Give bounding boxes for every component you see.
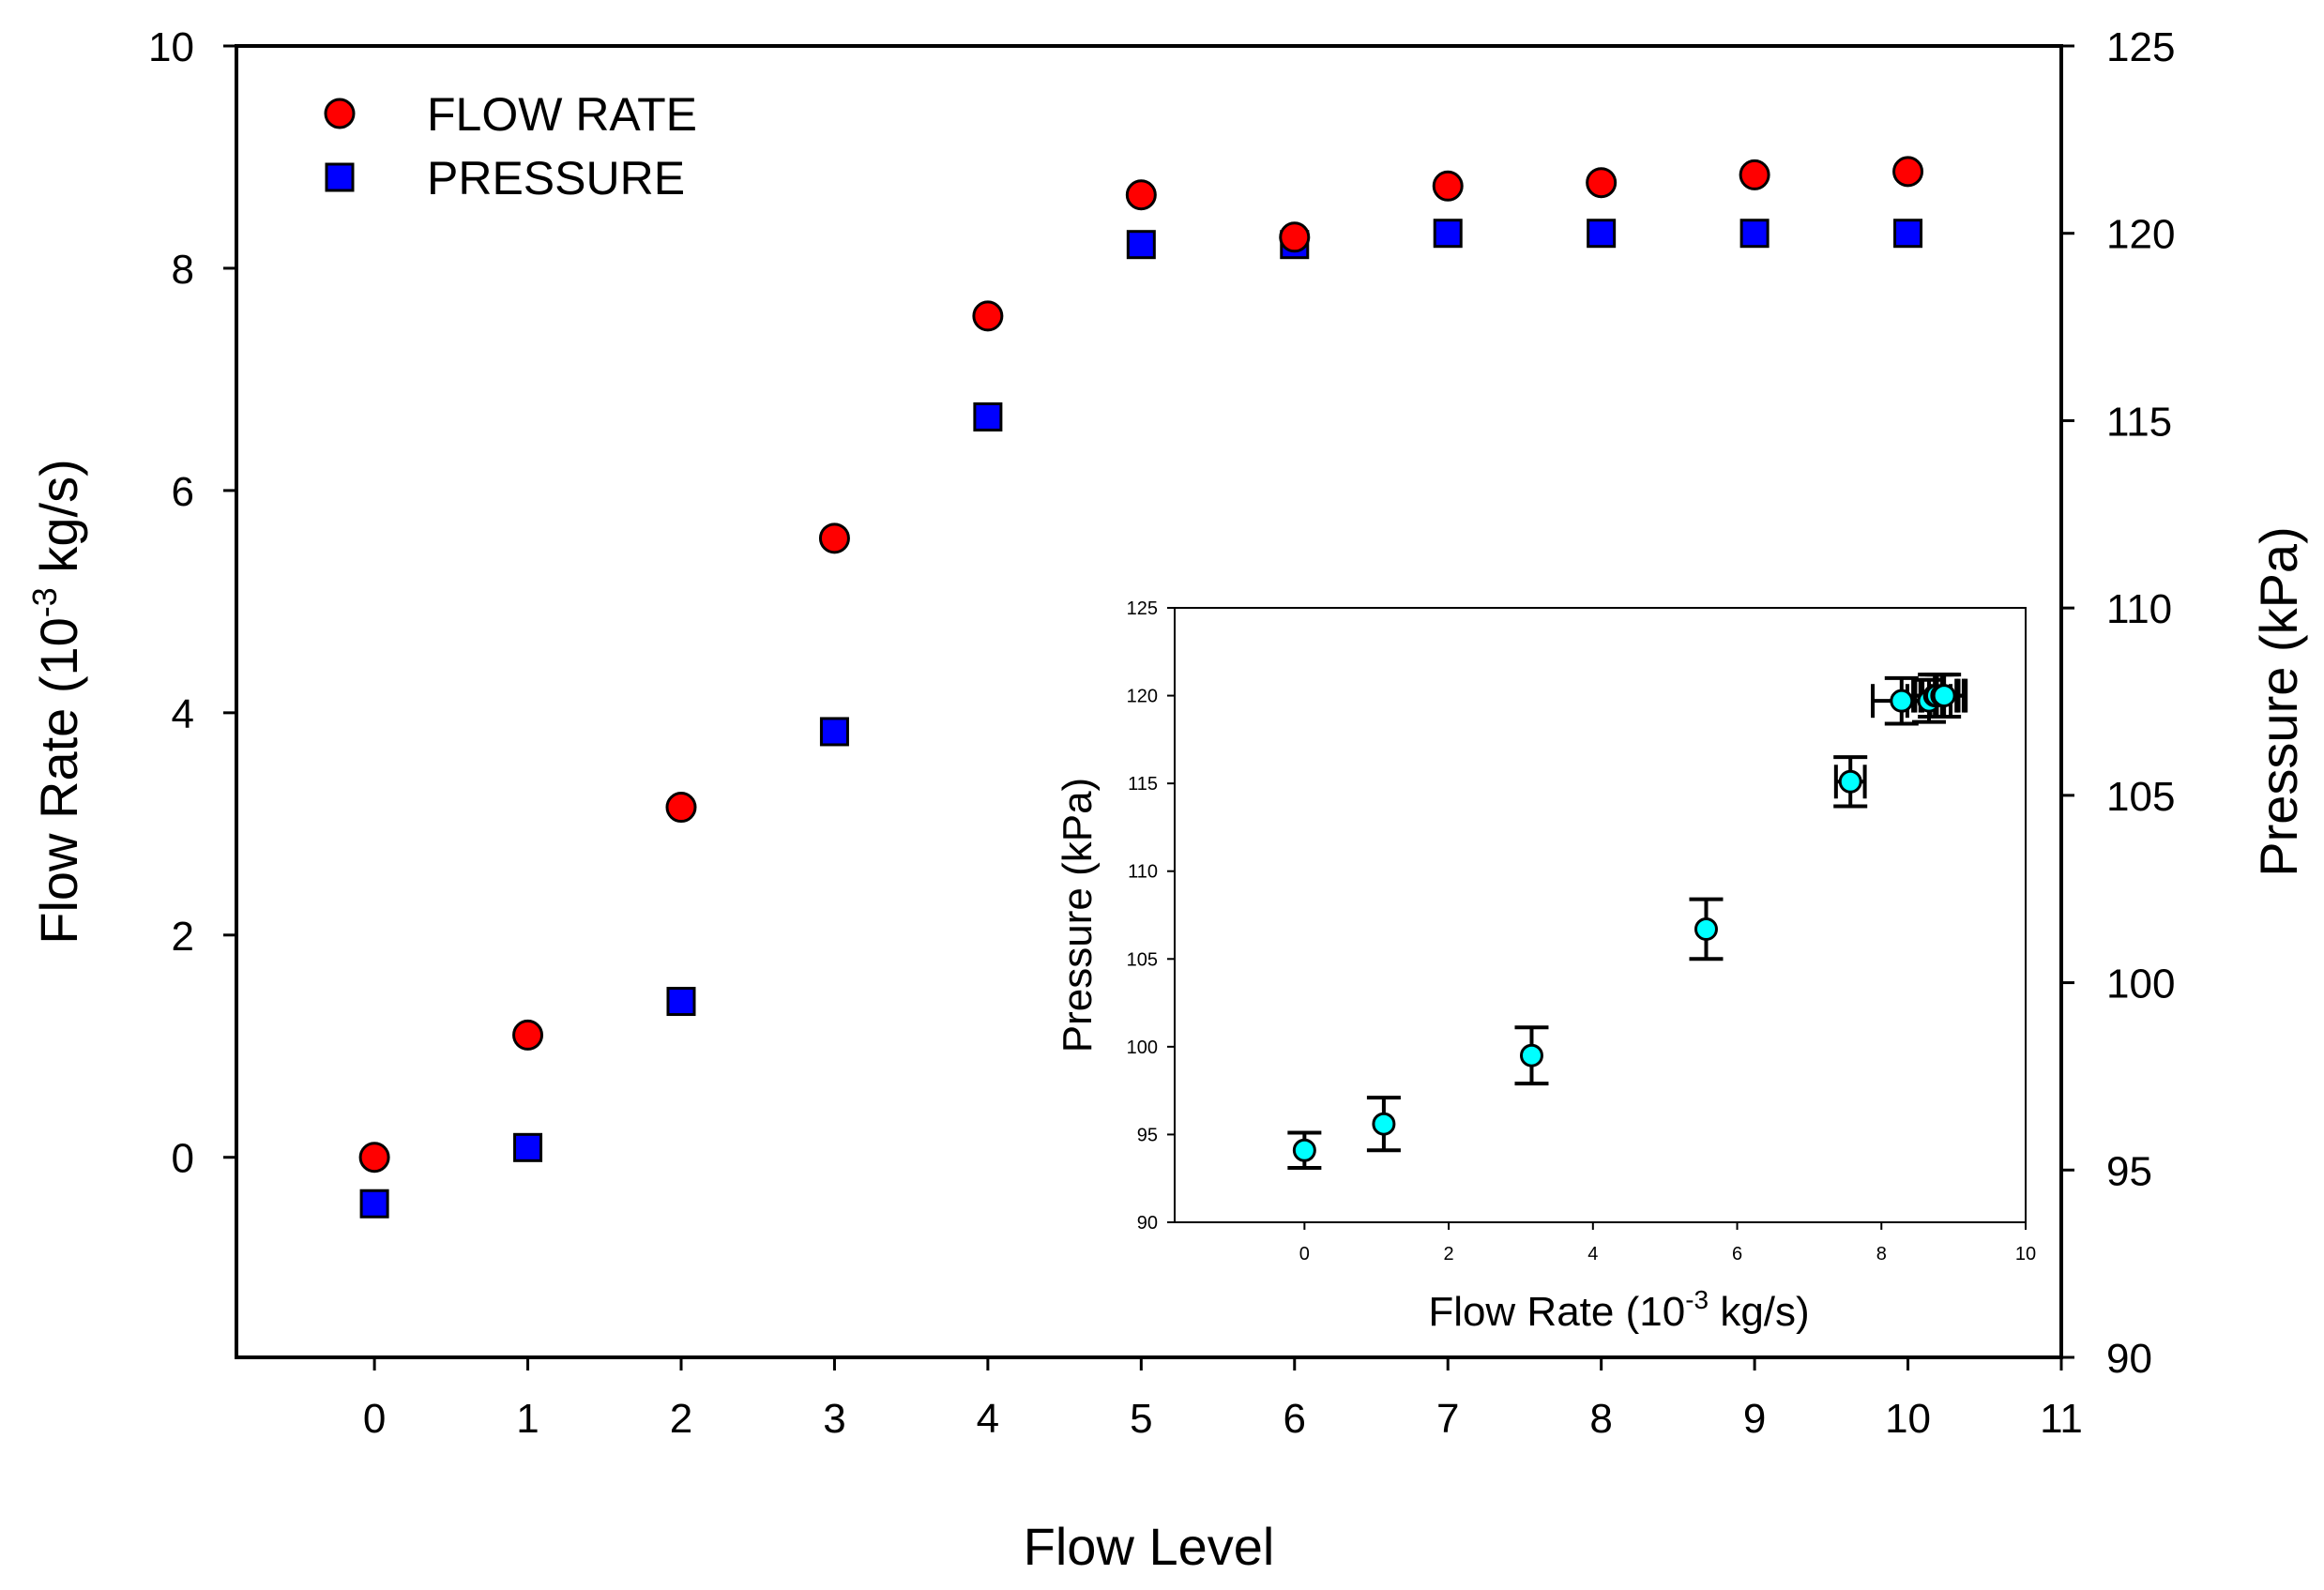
main-y-right-tick-label: 115 [2106,399,2172,445]
main-x-tick-label: 7 [1436,1396,1459,1442]
main-y-right-tick-label: 100 [2106,962,2175,1007]
legend: FLOW RATE PRESSURE [324,88,697,204]
main-y-left-tick-label: 4 [172,691,194,737]
pressure-point [819,717,849,747]
main-x-tick-label: 11 [2040,1396,2083,1442]
main-y-right-axis-label: Pressure (kPa) [2249,526,2308,876]
main-y-right-tick-label: 110 [2106,586,2172,632]
flow-rate-point [358,1142,390,1174]
pressure-point [1587,219,1617,249]
main-plot-frame [235,44,2063,1359]
flow-rate-point [1892,156,1924,188]
inset-x-tick-label: 8 [1876,1244,1887,1264]
flow-rate-point [818,522,850,554]
main-x-tick-label: 2 [670,1396,692,1442]
inset-data-point [1838,769,1862,794]
inset-y-tick-label: 110 [1128,862,1158,883]
pressure-point [359,1189,389,1219]
inset-y-tick-label: 120 [1127,687,1158,707]
inset-y-tick-label: 105 [1127,949,1158,970]
inset-y-ticks: 90 95 100 105 110 115 120 125 [1127,598,1175,1234]
main-y-left-ticks: 0 2 4 6 8 10 [148,24,236,1182]
inset-x-tick-label: 2 [1444,1244,1454,1264]
main-y-right-tick-label: 90 [2106,1336,2152,1382]
inset-x-tick-label: 6 [1732,1244,1742,1264]
flow-rate-point [512,1019,544,1051]
main-x-tick-label: 5 [1130,1396,1152,1442]
inset-y-axis-label: Pressure (kPa) [1055,778,1101,1052]
pressure-point [1126,230,1156,260]
main-y-left-tick-label: 10 [148,24,194,70]
main-x-tick-label: 1 [516,1396,539,1442]
flow-rate-point [1739,159,1770,190]
pressure-point [1893,219,1923,249]
main-x-tick-label: 6 [1284,1396,1306,1442]
main-y-left-label-sup: -3 [25,587,64,617]
main-x-tick-label: 0 [363,1396,386,1442]
inset-y-tick-label: 115 [1128,774,1158,795]
inset-data-point [1890,689,1914,713]
main-x-axis-label: Flow Level [1024,1517,1275,1576]
main-x-tick-label: 3 [823,1396,845,1442]
inset-data-point [1932,684,1956,708]
main-y-left-tick-label: 8 [172,247,194,293]
inset-data-point [1694,916,1718,941]
main-y-right-tick-label: 95 [2106,1148,2152,1194]
main-x-tick-label: 8 [1589,1396,1612,1442]
inset-data-point [1519,1043,1543,1068]
flow-rate-point [1279,221,1311,253]
flow-rate-point [1586,167,1618,199]
inset-x-label-tail: kg/s) [1709,1289,1810,1335]
main-y-left-axis-label: Flow Rate (10-3 kg/s) [25,459,88,945]
inset-x-label-sup: -3 [1685,1285,1709,1314]
flow-rate-point [1125,179,1157,211]
pressure-point [1433,219,1463,249]
flow-rate-point [665,792,697,824]
legend-pressure-label: PRESSURE [427,152,685,204]
pressure-point [513,1132,543,1162]
pressure-point [666,987,696,1017]
main-y-right-tick-label: 120 [2106,212,2175,258]
inset-x-tick-label: 10 [2015,1244,2036,1264]
inset-data-point [1372,1112,1396,1136]
main-y-left-tick-label: 6 [172,469,194,515]
main-x-ticks: 0 1 2 3 4 5 6 7 8 9 10 11 [363,1357,2083,1442]
inset-y-tick-label: 90 [1137,1213,1158,1234]
inset-y-tick-label: 125 [1127,598,1158,619]
main-y-left-tick-label: 0 [172,1136,194,1182]
main-x-tick-label: 4 [977,1396,999,1442]
main-data-marks [358,156,1924,1219]
legend-flow-rate-marker [324,98,356,129]
main-y-left-tick-label: 2 [172,914,194,960]
main-y-right-ticks: 90 95 100 105 110 115 120 125 [2061,24,2175,1382]
inset-x-tick-label: 0 [1299,1244,1310,1264]
main-x-tick-label: 10 [1885,1396,1931,1442]
pressure-point [1739,219,1770,249]
pressure-point [973,401,1003,432]
main-y-left-label-text: Flow Rate (10 [29,617,88,945]
legend-flow-rate-label: FLOW RATE [427,88,697,141]
inset-x-tick-label: 4 [1587,1244,1598,1264]
main-y-right-tick-label: 125 [2106,24,2175,70]
inset-x-axis-label: Flow Rate (10-3 kg/s) [1428,1285,1809,1335]
main-x-tick-label: 9 [1743,1396,1766,1442]
inset-x-ticks: 0 2 4 6 8 10 [1299,1222,2036,1264]
inset-data-marks [1287,673,1968,1170]
flow-rate-point [972,300,1004,332]
inset-y-tick-label: 100 [1127,1037,1158,1058]
legend-pressure-marker [325,162,355,192]
inset-y-tick-label: 95 [1137,1125,1158,1145]
inset-x-label-text: Flow Rate (10 [1428,1289,1685,1335]
inset-data-point [1292,1138,1316,1162]
main-y-right-tick-label: 105 [2106,774,2175,820]
main-y-left-label-tail: kg/s) [29,459,88,587]
flow-rate-point [1432,170,1464,202]
inset-plot-frame [1174,607,2027,1223]
inset-plot: 0 2 4 6 8 10 90 95 100 105 110 115 120 125 Flow Rate… [1055,598,2036,1335]
